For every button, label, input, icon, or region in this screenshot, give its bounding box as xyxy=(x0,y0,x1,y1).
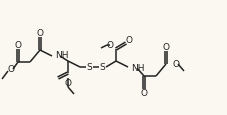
Text: O: O xyxy=(37,29,44,38)
Text: O: O xyxy=(7,65,15,74)
Text: O: O xyxy=(126,36,133,45)
Text: O: O xyxy=(64,79,72,88)
Text: O: O xyxy=(141,89,148,98)
Text: NH: NH xyxy=(55,51,69,60)
Text: S: S xyxy=(86,63,92,72)
Text: S: S xyxy=(99,63,105,72)
Text: O: O xyxy=(173,60,180,69)
Text: O: O xyxy=(106,41,114,50)
Text: NH: NH xyxy=(131,64,145,73)
Text: O: O xyxy=(15,41,22,50)
Text: O: O xyxy=(163,43,170,52)
